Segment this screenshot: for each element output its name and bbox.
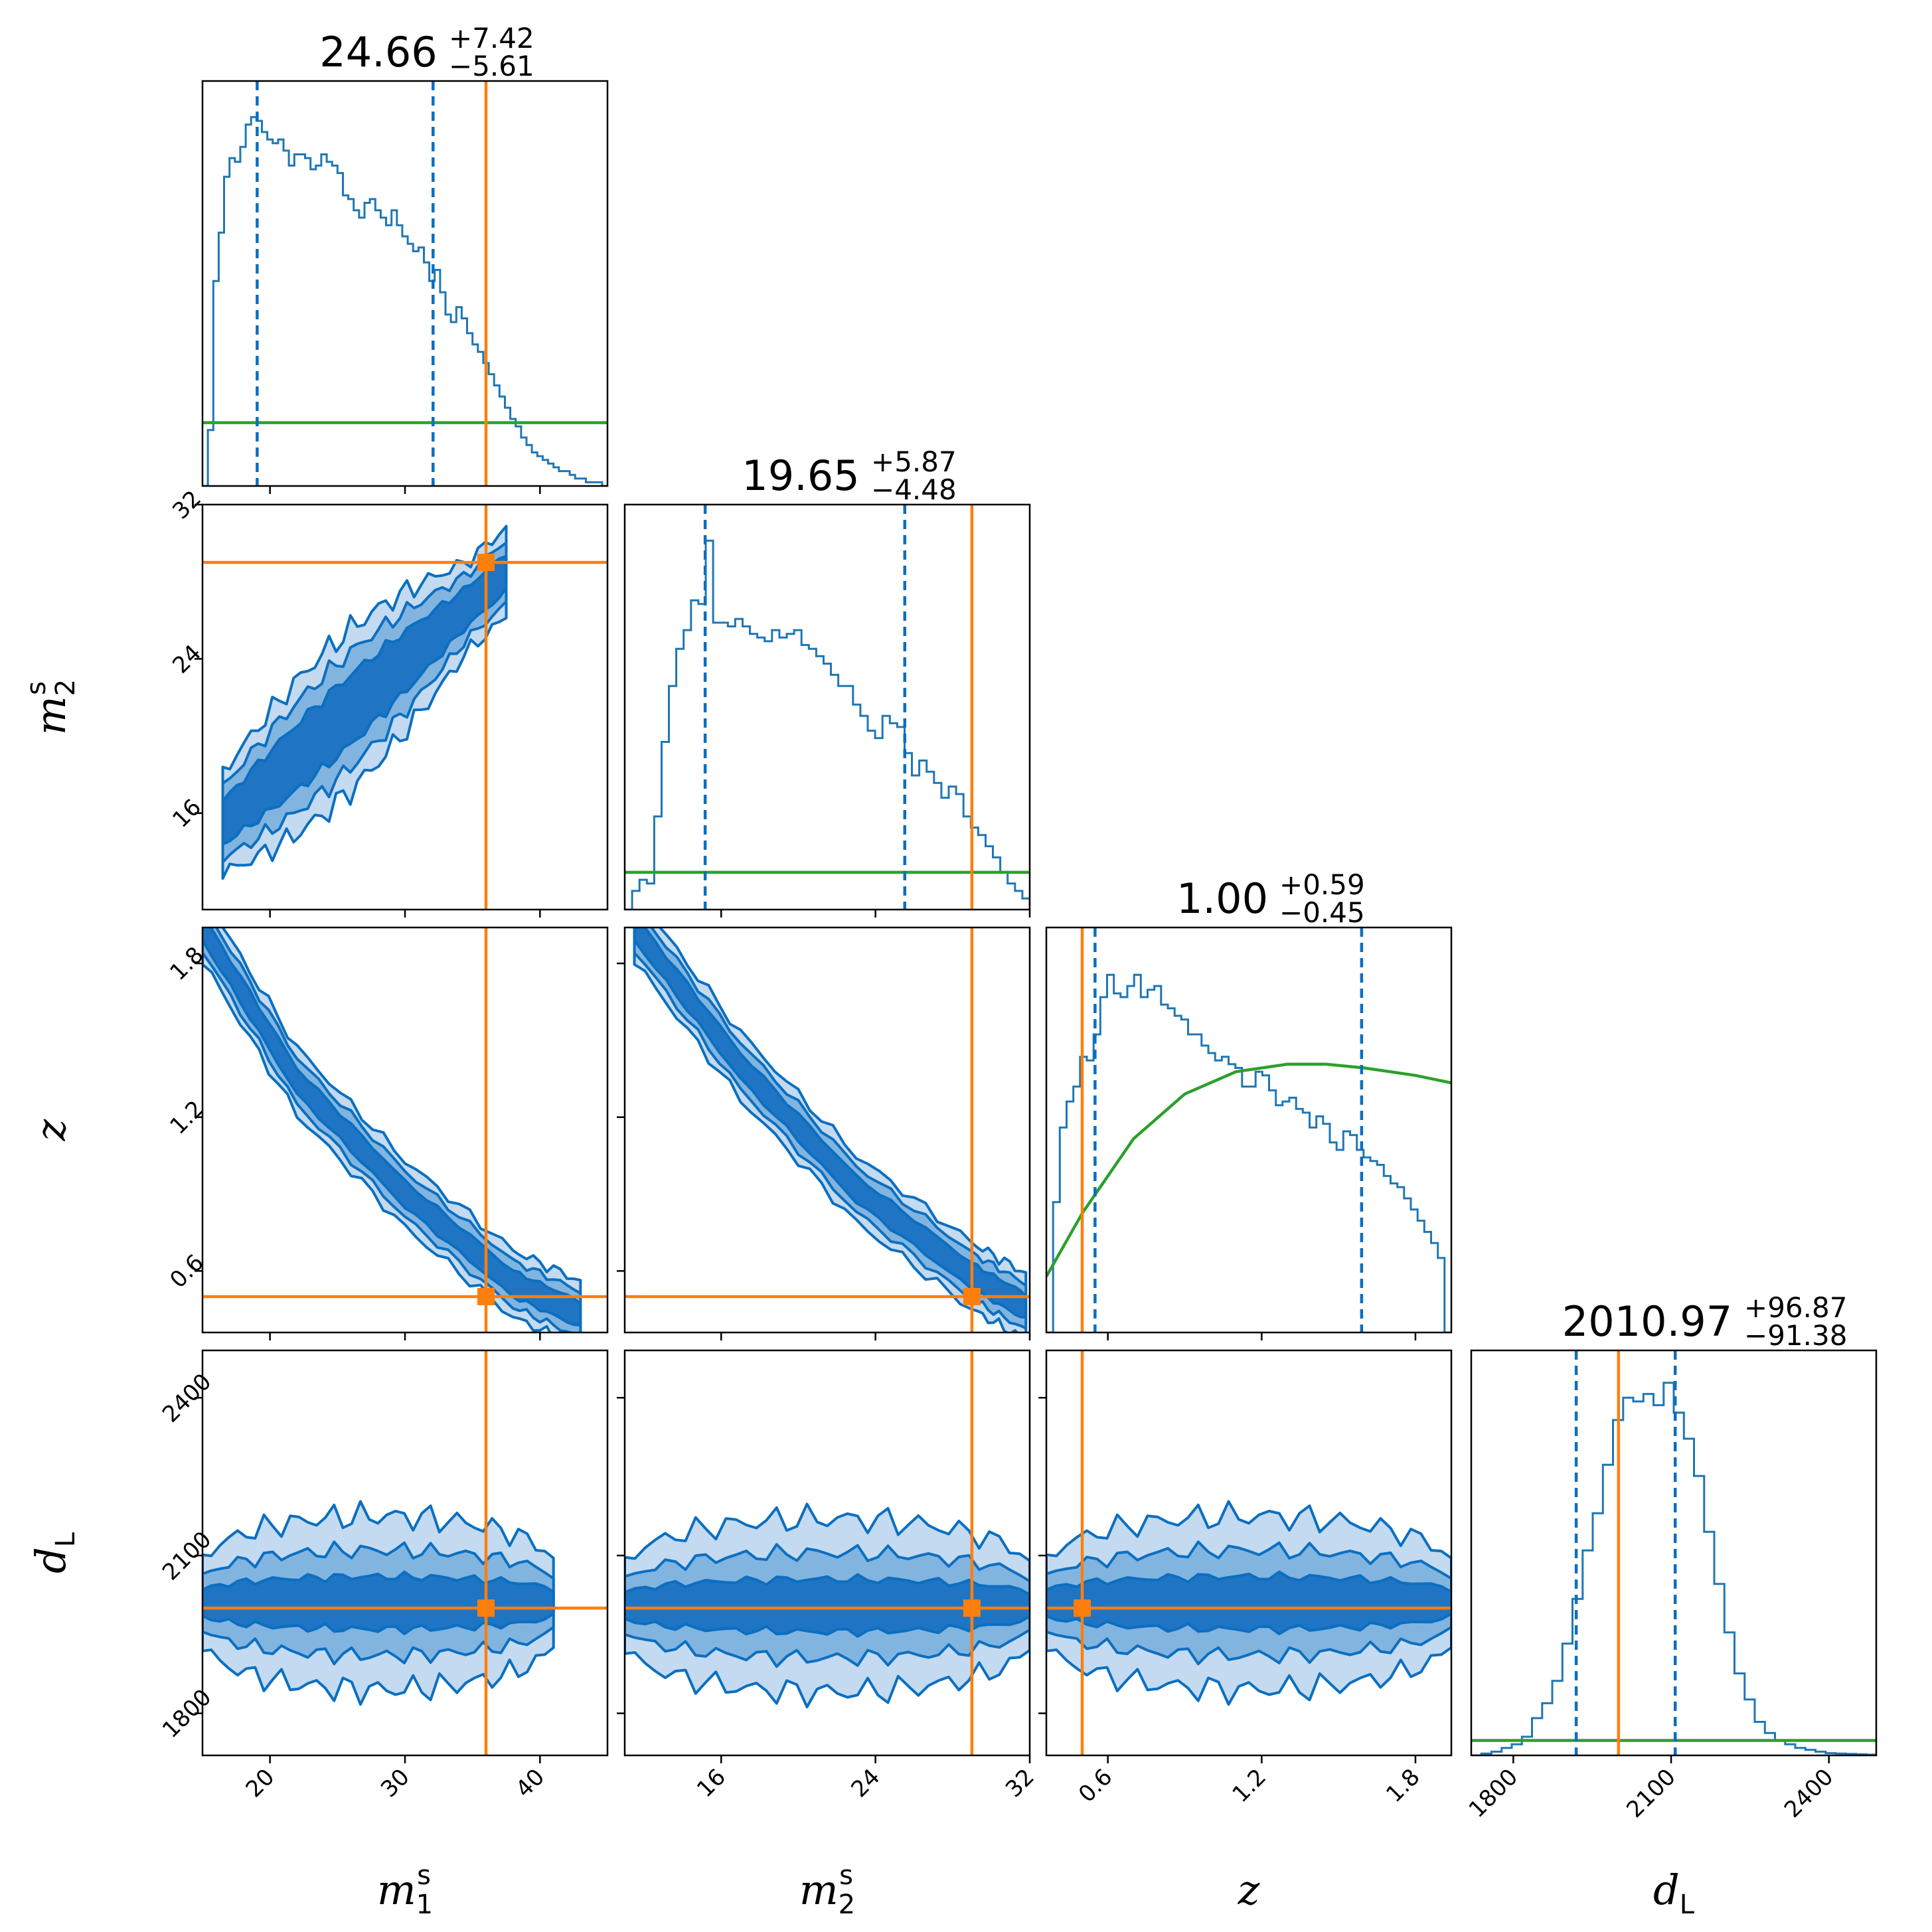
panel-frame-1-1 — [623, 503, 1031, 911]
contour-panel-m2-z — [625, 927, 1030, 1332]
truth-marker — [477, 554, 495, 572]
panel-frame-3-1 — [623, 1349, 1031, 1757]
x-axis-label-m2: m2s — [799, 1860, 855, 1920]
contour-level-3 — [1046, 1570, 1451, 1635]
contour-level-3 — [625, 1573, 1030, 1638]
x-axis-label-z: z — [1238, 1866, 1260, 1914]
panel-title-z: 1.00 — [1176, 874, 1268, 923]
histogram-panel-m2 — [625, 505, 1030, 910]
panel-title-minus-m1: −5.61 — [449, 50, 534, 82]
contour-panel-m1-dL — [202, 1350, 607, 1755]
contour-level-2 — [202, 927, 582, 1332]
panel-frame-2-1 — [623, 926, 1031, 1334]
x-tick-label-m1: 20 — [241, 1763, 280, 1803]
x-tick-label-m2: 32 — [1001, 1763, 1040, 1803]
y-axis-label-dL: dL — [27, 1532, 81, 1573]
panel-frame-3-2 — [1045, 1349, 1453, 1757]
prior-curve-z — [1046, 1062, 1451, 1277]
x-axis-label-m1: m1s — [377, 1860, 433, 1920]
contour-level-3 — [202, 927, 582, 1327]
panel-title-plus-m2: +5.87 — [871, 445, 957, 478]
truth-marker — [963, 1599, 981, 1617]
panel-title-m1: 24.66 — [319, 28, 438, 76]
histogram-panel-z — [1046, 927, 1451, 1332]
histogram-step-m1 — [202, 116, 607, 486]
y-axis-label-z: z — [27, 1119, 75, 1141]
contour-panel-m1-m2 — [202, 505, 607, 910]
histogram-step-m2 — [625, 539, 1030, 910]
truth-marker — [1074, 1599, 1091, 1617]
x-tick-label-z: 1.2 — [1228, 1763, 1272, 1808]
x-tick-label-dL: 2100 — [1621, 1763, 1680, 1822]
y-tick-label-dL: 2400 — [157, 1368, 216, 1427]
panel-frame-2-2 — [1045, 926, 1453, 1334]
panel-frame-0-0 — [201, 80, 609, 487]
panel-title-minus-dL: −91.38 — [1744, 1319, 1847, 1352]
contour-panel-m2-dL — [625, 1350, 1030, 1755]
panel-title-plus-dL: +96.87 — [1744, 1291, 1847, 1324]
histogram-step-z — [1046, 973, 1451, 1332]
x-tick-label-dL: 1800 — [1464, 1763, 1523, 1822]
x-tick-label-m1: 40 — [511, 1763, 550, 1803]
contour-level-3 — [633, 927, 1028, 1319]
panel-title-dL: 2010.97 — [1562, 1297, 1732, 1346]
truth-marker — [963, 1287, 981, 1305]
contour-level-3 — [202, 1570, 555, 1635]
x-tick-label-m1: 30 — [376, 1763, 415, 1803]
panel-frame-3-3 — [1470, 1349, 1878, 1757]
panel-title-plus-z: +0.59 — [1279, 868, 1365, 901]
contour-level-3 — [221, 554, 508, 846]
y-tick-label-dL: 1800 — [157, 1684, 216, 1743]
truth-marker — [477, 1599, 495, 1617]
panel-title-m2: 19.65 — [742, 451, 860, 500]
x-tick-label-m2: 16 — [692, 1763, 731, 1803]
y-tick-label-m2: 24 — [167, 640, 206, 679]
histogram-panel-m1 — [202, 81, 607, 486]
panel-title-minus-z: −0.45 — [1279, 896, 1365, 929]
histogram-panel-dL — [1471, 1350, 1876, 1755]
panel-title-minus-m2: −4.48 — [871, 473, 957, 506]
x-tick-label-dL: 2400 — [1779, 1763, 1838, 1822]
truth-marker — [477, 1287, 495, 1305]
panel-title-plus-m1: +7.42 — [449, 22, 534, 54]
x-axis-label-dL: dL — [1653, 1866, 1695, 1920]
y-axis-label-m2: m2s — [21, 679, 81, 735]
contour-panel-z-dL — [1046, 1350, 1451, 1755]
x-tick-label-z: 1.8 — [1381, 1763, 1425, 1808]
contour-panel-m1-z — [202, 927, 607, 1332]
y-tick-label-m2: 32 — [167, 485, 206, 524]
y-tick-label-m2: 16 — [167, 794, 206, 833]
x-tick-label-m2: 24 — [846, 1763, 886, 1803]
x-tick-label-z: 0.6 — [1074, 1763, 1118, 1808]
